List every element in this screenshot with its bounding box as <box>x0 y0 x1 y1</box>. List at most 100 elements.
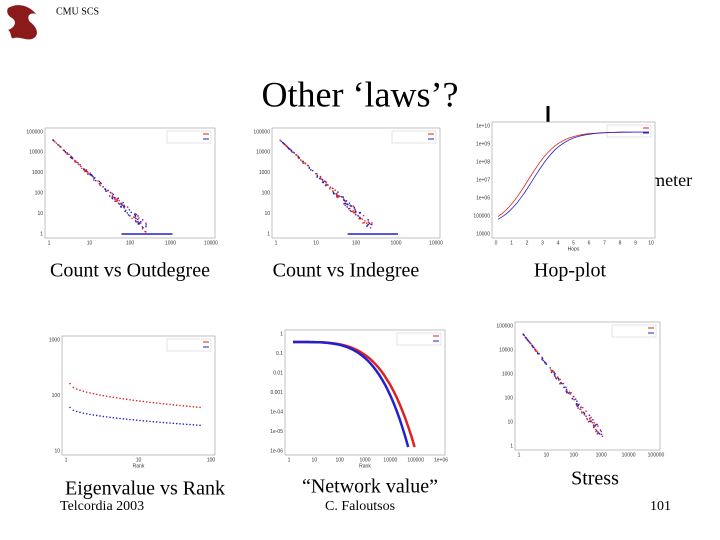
scatter-dot <box>120 206 122 208</box>
scatter-dot <box>588 414 591 417</box>
y-tick-label: 1e+07 <box>476 177 490 183</box>
scatter-dot <box>600 433 603 436</box>
logo-text: CMU SCS <box>56 6 99 17</box>
scatter-dot <box>82 390 85 393</box>
scatter-dot <box>179 404 181 407</box>
scatter-dot <box>308 166 311 169</box>
scatter-dot <box>357 215 359 217</box>
scatter-dot <box>570 392 572 394</box>
scatter-dot <box>590 416 592 419</box>
y-tick-label: 10 <box>507 419 513 425</box>
scatter-dot <box>136 221 138 223</box>
scatter-dot <box>90 173 93 176</box>
scatter-dot <box>590 420 592 423</box>
y-tick-label: 1e-04 <box>270 409 283 415</box>
scatter-dot <box>550 369 552 371</box>
scatter-dot <box>98 182 101 185</box>
x-tick-label: 1 <box>275 240 278 246</box>
scatter-dot <box>142 420 145 422</box>
plot-caption: “Network value” <box>302 476 438 498</box>
scatter-dot <box>57 144 60 147</box>
value-curve <box>293 340 410 448</box>
scatter-dot <box>108 195 111 197</box>
scatter-dot <box>367 223 370 226</box>
scatter-dot <box>585 415 587 417</box>
legend-box <box>606 124 652 138</box>
scatter-dot <box>297 156 300 158</box>
scatter-dot <box>565 388 568 391</box>
scatter-dot <box>109 191 112 194</box>
scatter-dot <box>327 184 329 186</box>
x-tick-label: 100000 <box>407 457 424 463</box>
scatter-dot <box>562 382 565 385</box>
scatter-dot <box>574 398 577 400</box>
scatter-dot <box>601 435 604 438</box>
scatter-dot <box>566 390 568 393</box>
scatter-dot <box>195 424 198 426</box>
scatter-dot <box>527 339 530 342</box>
scatter-dot <box>128 208 131 211</box>
scatter-dot <box>336 195 339 198</box>
scatter-dot <box>563 386 565 388</box>
scatter-dot <box>544 361 546 364</box>
y-tick-label: 100000 <box>473 213 490 219</box>
scatter-dot <box>323 180 325 183</box>
scatter-dot <box>79 389 81 392</box>
x-tick-label: 10000 <box>383 457 397 463</box>
scatter-dot <box>593 425 596 428</box>
scatter-dot <box>175 404 178 406</box>
scatter-dot <box>555 377 558 380</box>
scatter-dot <box>145 225 147 228</box>
y-tick-label: 1e+06 <box>476 195 490 201</box>
scatter-dot <box>92 414 95 416</box>
slide-title: Other ‘laws’? <box>262 74 459 114</box>
scatter-dot <box>362 214 365 217</box>
scatter-dot <box>331 190 334 192</box>
y-tick-label: 1000 <box>259 170 270 176</box>
x-tick-label: 100 <box>207 457 216 463</box>
scatter-dot <box>367 219 369 221</box>
scatter-dot <box>565 386 567 388</box>
scatter-dot <box>79 411 81 414</box>
scatter-dot <box>95 414 98 417</box>
scatter-dot <box>104 188 106 190</box>
scatter-dot <box>134 213 136 215</box>
scatter-dot <box>285 145 288 148</box>
scatter-dot <box>122 201 125 204</box>
y-tick-label: 100000 <box>26 129 43 135</box>
scatter-dot <box>137 222 140 225</box>
scatter-dot <box>290 150 293 153</box>
scatter-dot <box>352 211 355 214</box>
scatter-dot <box>591 421 594 424</box>
scatter-dot <box>70 155 72 157</box>
y-tick-label: 100 <box>262 191 271 197</box>
scatter-dot <box>589 418 591 420</box>
scatter-dot <box>586 418 589 421</box>
scatter-dot <box>199 406 201 409</box>
scatter-dot <box>361 218 364 220</box>
scatter-dot <box>526 338 528 341</box>
scatter-dot <box>105 395 108 398</box>
plot: 100000 10000 1000 100 10 11 10 100 1000 10000 1000… <box>496 321 665 490</box>
scatter-dot <box>559 381 562 384</box>
scatter-dot <box>354 209 356 211</box>
scatter-dot <box>366 225 368 228</box>
plot-caption: Stress <box>571 468 619 490</box>
y-tick-label: 1e+10 <box>476 123 490 129</box>
scatter-dot <box>119 417 121 420</box>
scatter-dot <box>80 165 82 168</box>
scatter-dot <box>86 170 88 173</box>
scatter-dot <box>185 405 188 407</box>
scatter-dot <box>349 204 352 207</box>
scatter-dot <box>284 143 286 146</box>
x-tick-label: 1000 <box>359 457 370 463</box>
scatter-dot <box>69 406 71 409</box>
plot-frame <box>271 127 441 239</box>
scatter-dot <box>295 154 298 156</box>
scatter-dot <box>129 215 131 217</box>
x-tick-label: 6 <box>588 240 591 246</box>
scatter-dot <box>593 421 596 424</box>
scatter-dot <box>299 159 302 161</box>
scatter-dot <box>542 359 545 362</box>
